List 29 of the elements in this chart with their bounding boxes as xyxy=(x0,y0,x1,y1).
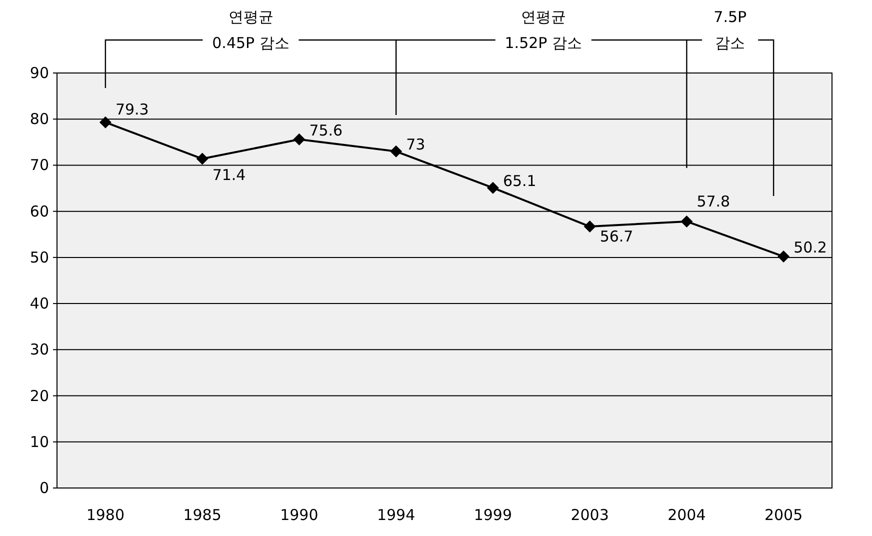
data-label: 75.6 xyxy=(309,121,343,140)
x-tick-label: 2004 xyxy=(668,506,706,524)
x-tick-label: 1999 xyxy=(474,506,512,524)
data-label: 50.2 xyxy=(794,238,827,257)
data-label: 57.8 xyxy=(696,192,730,210)
data-label: 65.1 xyxy=(502,172,536,190)
y-tick-label: 10 xyxy=(30,432,49,451)
y-tick-label: 20 xyxy=(30,386,49,405)
text: 연평균 1.52P 감소 xyxy=(504,8,582,52)
y-tick-label: 70 xyxy=(30,156,49,174)
y-tick-label: 0 xyxy=(39,479,49,497)
y-tick-label: 60 xyxy=(30,202,49,220)
text: 연평균 0.45P 감소 xyxy=(212,8,290,52)
x-tick-label: 1980 xyxy=(86,506,125,524)
data-label: 71.4 xyxy=(212,166,246,184)
y-tick-label: 50 xyxy=(30,248,49,266)
x-tick-label: 1985 xyxy=(183,506,222,524)
data-label: 79.3 xyxy=(115,100,149,118)
text: 7.5P 감소 xyxy=(714,8,747,52)
y-tick-label: 30 xyxy=(30,340,49,359)
y-tick-label: 40 xyxy=(30,294,49,313)
y-tick-label: 80 xyxy=(30,110,49,128)
data-label: 56.7 xyxy=(600,228,634,246)
x-tick-label: 2003 xyxy=(570,506,609,524)
x-tick-label: 2005 xyxy=(764,506,803,524)
data-label: 73 xyxy=(406,135,426,154)
y-tick-label: 90 xyxy=(30,64,49,82)
x-tick-label: 1990 xyxy=(280,506,318,524)
x-tick-label: 1994 xyxy=(376,506,416,524)
